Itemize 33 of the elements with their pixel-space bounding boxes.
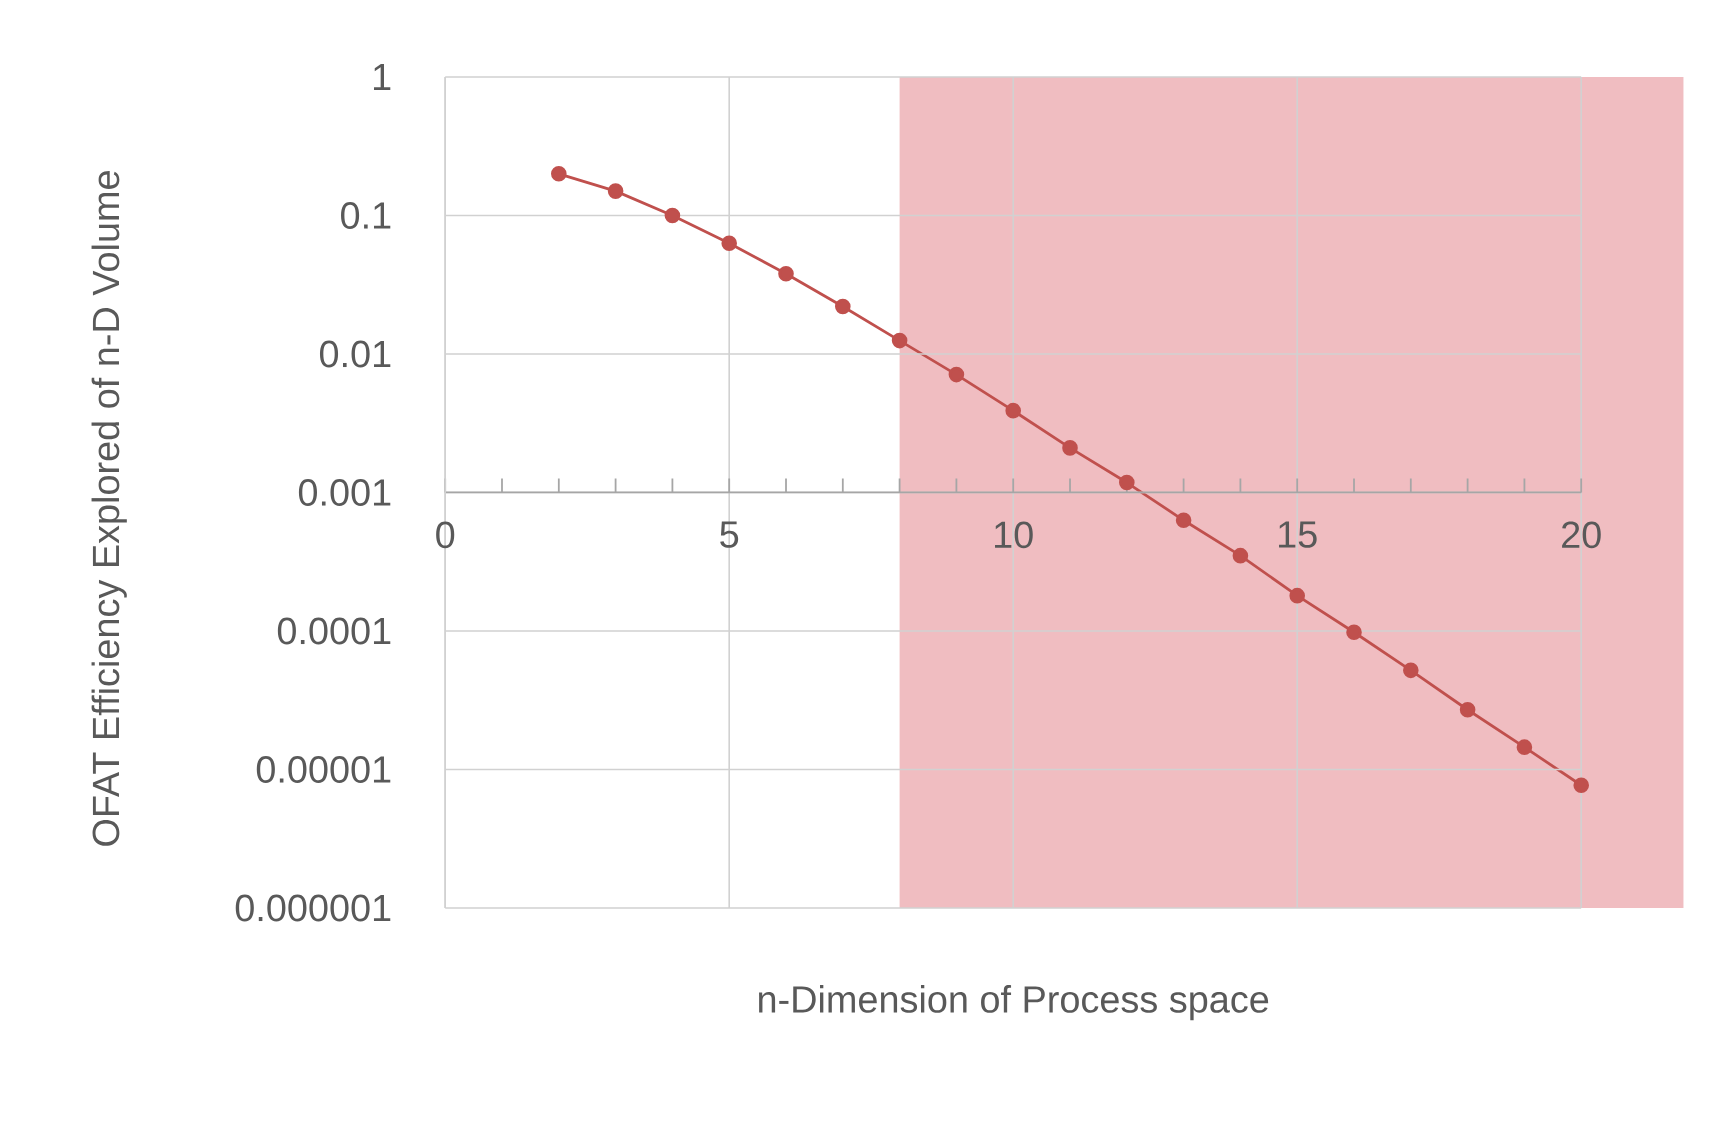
- x-tick-label: 20: [1562, 521, 1601, 549]
- point: [551, 166, 567, 182]
- point: [778, 265, 794, 282]
- y-tick-label: 1: [374, 63, 391, 91]
- point: [1516, 739, 1533, 755]
- x-tick-label: 0: [436, 521, 455, 549]
- point: [1062, 440, 1078, 456]
- point: [1005, 402, 1022, 419]
- y-tick-label: 0.01: [319, 340, 391, 368]
- y-tick-label: 0.00001: [256, 756, 391, 783]
- x-tick-label: 10: [995, 521, 1033, 549]
- point: [721, 235, 737, 252]
- point: [835, 298, 851, 315]
- point: [891, 332, 908, 349]
- y-axis-title: OFAT Efficiency Explored of n-D Volume: [91, 171, 127, 846]
- point: [1346, 624, 1362, 641]
- y-tick-label: 0.000001: [235, 894, 391, 922]
- point: [607, 183, 624, 199]
- point: [664, 207, 681, 224]
- y-tick-label: 0.001: [298, 479, 391, 506]
- x-tick-label: 15: [1279, 521, 1317, 548]
- point: [1289, 587, 1306, 604]
- point: [1119, 474, 1135, 491]
- point: [1175, 512, 1192, 529]
- point: [948, 366, 965, 383]
- y-tick-label: 0.0001: [277, 617, 391, 645]
- point: [1573, 777, 1590, 794]
- point: [1403, 662, 1419, 679]
- x-tick-label: 5: [720, 521, 739, 548]
- point: [1232, 547, 1249, 564]
- x-axis-title: n-Dimension of Process space: [759, 985, 1269, 1021]
- y-tick-label: 0.1: [341, 202, 391, 229]
- point: [1459, 701, 1476, 718]
